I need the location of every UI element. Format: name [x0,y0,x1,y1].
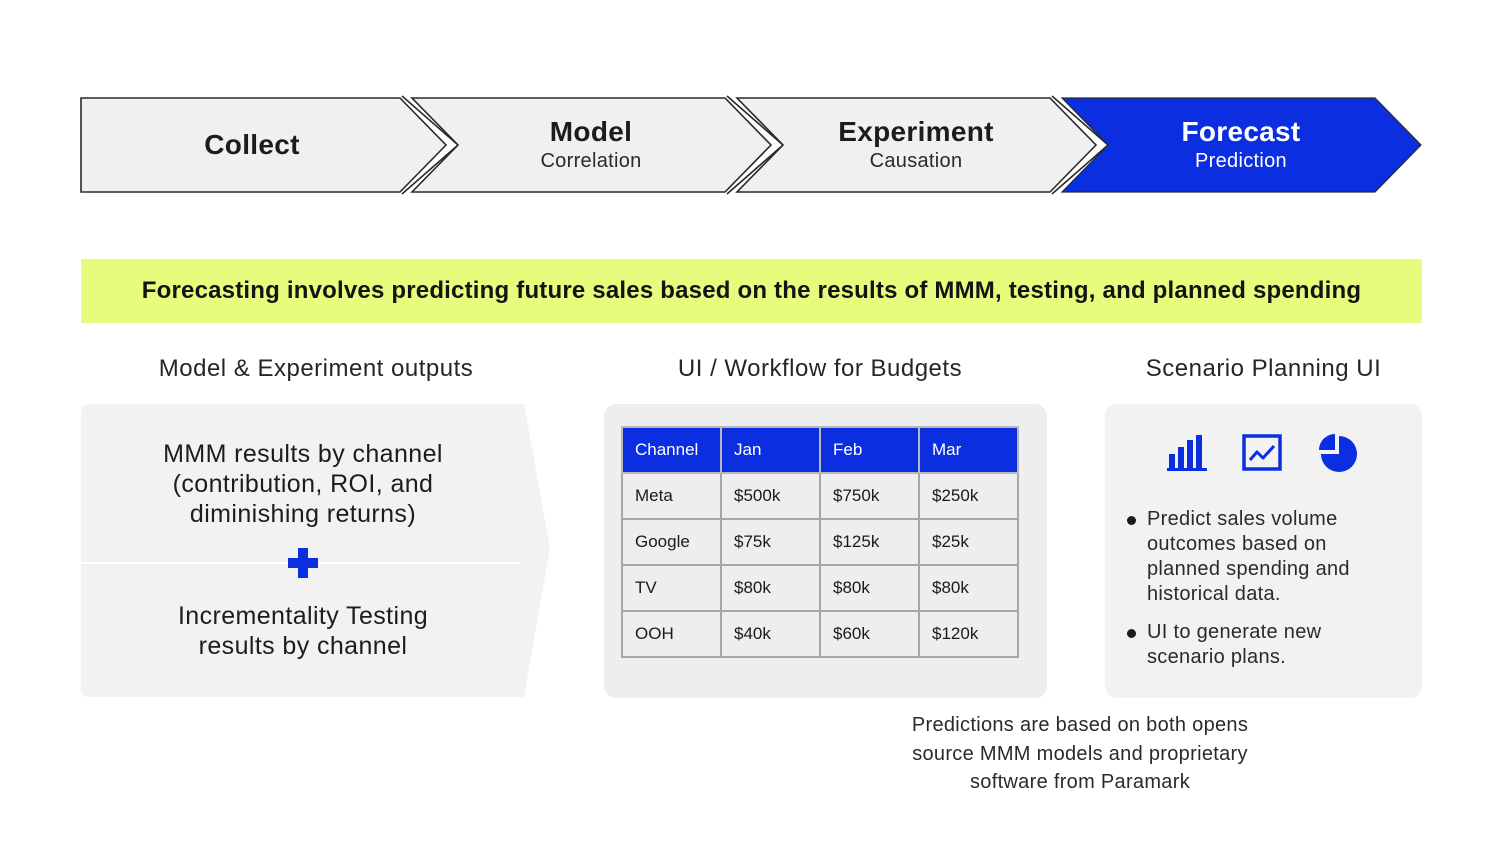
footnote-line: source MMM models and proprietary [912,742,1248,765]
heading-scenario-planning: Scenario Planning UI [1145,355,1382,382]
step-collect: Collect [81,98,423,192]
table-cell: $75k [720,518,821,566]
footnote-line: Predictions are based on both opens [911,714,1249,736]
heading-model-experiment-outputs: Model & Experiment outputs [158,355,474,382]
table-row: Google $75k $125k $25k [621,518,1019,566]
table-cell: $120k [918,610,1019,658]
plus-icon [288,548,318,578]
step-model: Model Correlation [430,98,752,192]
chevron-forecast [1060,97,1422,193]
step-title: Model [549,116,633,147]
heading-budget-workflow: UI / Workflow for Budgets [677,355,963,382]
scenario-bullets: UI to generate new scenario plans. [1125,620,1395,670]
step-title: Forecast [1181,116,1301,147]
list-item: Predict sales volume outcomes based on p… [1125,507,1395,607]
table-row: TV $80k $80k $80k [621,564,1019,612]
step-subtitle: Causation [869,150,963,172]
scenario-bullets: Predict sales volume outcomes based on p… [1125,507,1395,607]
summary-banner: Forecasting involves predicting future s… [81,259,1422,323]
step-title: Collect [204,129,300,160]
table-row: OOH $40k $60k $120k [621,610,1019,658]
table-cell: Meta [621,472,722,520]
mmm-results-text: MMM results by channel (contribution, RO… [163,440,443,528]
step-subtitle: Correlation [540,150,642,172]
step-experiment: Experiment Causation [755,98,1077,192]
table-header-row: Channel Jan Feb Mar [621,426,1019,474]
table-cell: $750k [819,472,920,520]
table-cell: $25k [918,518,1019,566]
step-forecast: Forecast Prediction [1080,98,1402,192]
table-cell: Google [621,518,722,566]
incrementality-results-text: Incrementality Testing results by channe… [177,602,429,660]
table-cell: $125k [819,518,920,566]
bullet-text: Predict sales volume outcomes based on p… [1147,508,1350,605]
chevron-collect [80,97,448,193]
footnote-line: software from Paramark [970,771,1190,793]
bullet-text: UI to generate new scenario plans. [1147,621,1322,668]
table-cell: OOH [621,610,722,658]
footnote: Predictions are based on both opens sour… [880,711,1280,797]
budget-table: Channel Jan Feb Mar Meta $500k $750k $25… [621,426,1019,658]
list-item: UI to generate new scenario plans. [1125,620,1395,670]
bullet-icon [1127,629,1136,638]
table-cell: $40k [720,610,821,658]
chevron-experiment [735,97,1098,193]
pie-chart-icon [1319,434,1357,472]
table-cell: $60k [819,610,920,658]
step-title: Experiment [838,116,994,147]
column-header: Mar [918,426,1019,474]
line-chart-icon [1242,434,1282,471]
table-cell: TV [621,564,722,612]
table-cell: $80k [819,564,920,612]
step-subtitle: Prediction [1195,150,1287,172]
chevron-model [410,97,773,193]
bar-chart-icon [1167,435,1207,471]
column-header: Jan [720,426,821,474]
column-header: Channel [621,426,722,474]
table-cell: $500k [720,472,821,520]
table-cell: $250k [918,472,1019,520]
scenario-panel [1105,404,1422,698]
bullet-icon [1127,516,1136,525]
table-cell: $80k [918,564,1019,612]
table-cell: $80k [720,564,821,612]
table-row: Meta $500k $750k $250k [621,472,1019,520]
column-header: Feb [819,426,920,474]
